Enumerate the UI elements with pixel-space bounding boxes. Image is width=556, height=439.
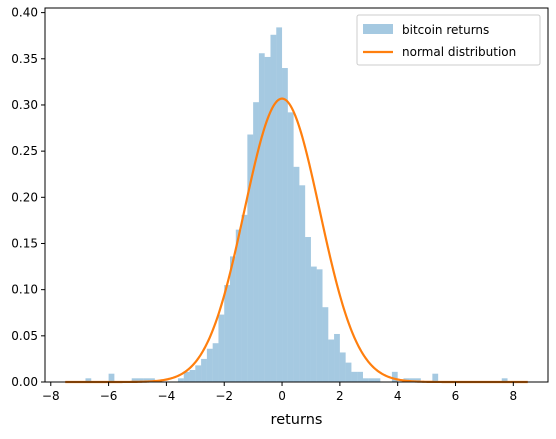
histogram-bar: [149, 378, 155, 382]
y-tick-label: 0.20: [11, 190, 38, 204]
histogram-bar: [339, 352, 346, 382]
histogram-bar: [201, 358, 207, 382]
histogram-bar: [253, 102, 259, 382]
y-tick-label: 0.00: [11, 375, 38, 389]
histogram-bar: [131, 378, 138, 382]
x-tick-label: 8: [509, 389, 517, 403]
histogram-bar: [212, 343, 219, 382]
histogram-bar: [299, 185, 306, 382]
histogram-bar: [206, 348, 213, 382]
x-tick-label: 0: [278, 389, 286, 403]
histogram-bar: [409, 378, 416, 382]
y-tick-label: 0.40: [11, 6, 38, 20]
histogram-bar: [235, 229, 242, 382]
legend-box: [356, 14, 541, 66]
x-axis: −8 −6 −4 −2 0 2 4 6 8: [42, 382, 517, 403]
histogram-bar: [305, 237, 311, 382]
histogram-bar: [195, 365, 202, 382]
x-tick-label: −4: [158, 389, 176, 403]
histogram-bar: [224, 285, 231, 382]
x-tick-label: −2: [215, 389, 233, 403]
histogram-bar: [334, 333, 340, 382]
y-tick-label: 0.15: [11, 236, 38, 250]
histogram-bar: [177, 378, 184, 382]
x-tick-label: 6: [452, 389, 460, 403]
legend-swatch-bitcoin-returns: [363, 24, 393, 34]
legend: bitcoin returns normal distribution: [356, 14, 541, 66]
axes-frame: [44, 7, 549, 383]
legend-label-normal-distribution: normal distribution: [402, 45, 516, 59]
x-tick-label: 4: [394, 389, 402, 403]
y-axis: 0.00 0.05 0.10 0.15 0.20 0.25 0.30 0.35 0.40: [11, 6, 45, 389]
histogram-bar: [270, 34, 277, 383]
y-tick-label: 0.30: [11, 98, 38, 112]
legend-label-bitcoin-returns: bitcoin returns: [402, 23, 489, 37]
histogram-bar: [247, 134, 254, 382]
histogram-bar: [189, 369, 196, 382]
x-tick-label: −6: [100, 389, 118, 403]
histogram-bar: [137, 378, 144, 382]
histogram-bar: [258, 53, 265, 382]
histogram-bar: [183, 371, 190, 382]
y-tick-label: 0.10: [11, 283, 38, 297]
histogram-bar: [241, 214, 248, 382]
y-tick-label: 0.05: [11, 329, 38, 343]
histogram-bar: [322, 307, 329, 382]
plot-area: [65, 27, 528, 384]
histogram-bar: [357, 371, 363, 382]
histogram-bar: [287, 112, 294, 382]
histogram-bar: [276, 27, 283, 383]
histogram-bar: [501, 378, 508, 382]
histogram-bar: [316, 269, 323, 382]
histogram-bar: [368, 378, 375, 382]
histogram-bar: [230, 256, 236, 382]
x-tick-label: −8: [42, 389, 60, 403]
x-tick-label: 2: [336, 389, 344, 403]
histogram-bar: [415, 378, 421, 382]
histogram-bar: [293, 166, 300, 382]
histogram-bar: [85, 378, 92, 382]
histogram-bar: [264, 56, 271, 383]
histogram-bar: [391, 371, 398, 382]
histogram-bar: [345, 362, 352, 382]
histogram-bar: [374, 378, 381, 382]
y-tick-label: 0.35: [11, 52, 38, 66]
y-tick-label: 0.25: [11, 144, 38, 158]
histogram-bar: [218, 314, 225, 382]
histogram-bar: [143, 378, 150, 382]
x-axis-label: returns: [271, 412, 323, 428]
histogram-bar: [362, 378, 369, 382]
histogram-bar: [351, 371, 358, 382]
histogram-bar: [432, 373, 439, 382]
histogram-bar: [328, 339, 335, 382]
histogram-bar: [282, 68, 288, 382]
histogram-bar: [108, 373, 115, 382]
histogram-bar: [310, 266, 317, 382]
